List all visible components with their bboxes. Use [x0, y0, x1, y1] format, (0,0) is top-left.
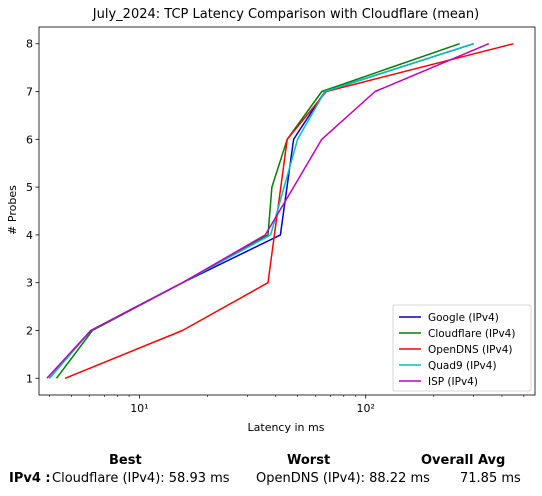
x-tick-label: 10¹ — [130, 402, 148, 415]
legend-label-2: OpenDNS (IPv4) — [428, 344, 513, 356]
worst-value: OpenDNS (IPv4): 88.22 ms — [256, 471, 430, 486]
y-tick-label: 3 — [26, 277, 33, 290]
y-axis-label: # Probes — [6, 185, 19, 235]
best-value: Cloudflare (IPv4): 58.93 ms — [52, 471, 230, 486]
plot-area: 1 2 3 4 5 6 7 8 10¹ 10² Google (IPv4) Cloudflare (I… — [26, 26, 536, 415]
legend-label-3: Quad9 (IPv4) — [428, 360, 497, 372]
best-header: Best — [109, 453, 142, 468]
legend-label-4: ISP (IPv4) — [428, 376, 478, 388]
x-axis-label: Latency in ms — [248, 421, 325, 434]
overall-avg-header: Overall Avg — [421, 453, 506, 468]
ipv4-row-label: IPv4 : — [9, 471, 51, 486]
worst-header: Worst — [287, 453, 331, 468]
series-line-4 — [46, 43, 490, 379]
y-tick-label: 2 — [26, 324, 33, 337]
chart-title: July_2024: TCP Latency Comparison with C… — [92, 7, 479, 22]
overall-avg-value: 71.85 ms — [460, 471, 521, 486]
y-tick-label: 7 — [26, 86, 33, 99]
y-tick-label: 4 — [26, 229, 33, 242]
y-tick-label: 6 — [26, 133, 33, 146]
x-tick-label: 10² — [356, 402, 374, 415]
legend-label-0: Google (IPv4) — [428, 312, 499, 324]
y-tick-label: 1 — [26, 372, 33, 385]
y-tick-label: 5 — [26, 181, 33, 194]
axes-frame — [38, 26, 536, 396]
legend-label-1: Cloudflare (IPv4) — [428, 328, 515, 340]
y-tick-label: 8 — [26, 38, 33, 51]
legend-box — [392, 304, 532, 392]
